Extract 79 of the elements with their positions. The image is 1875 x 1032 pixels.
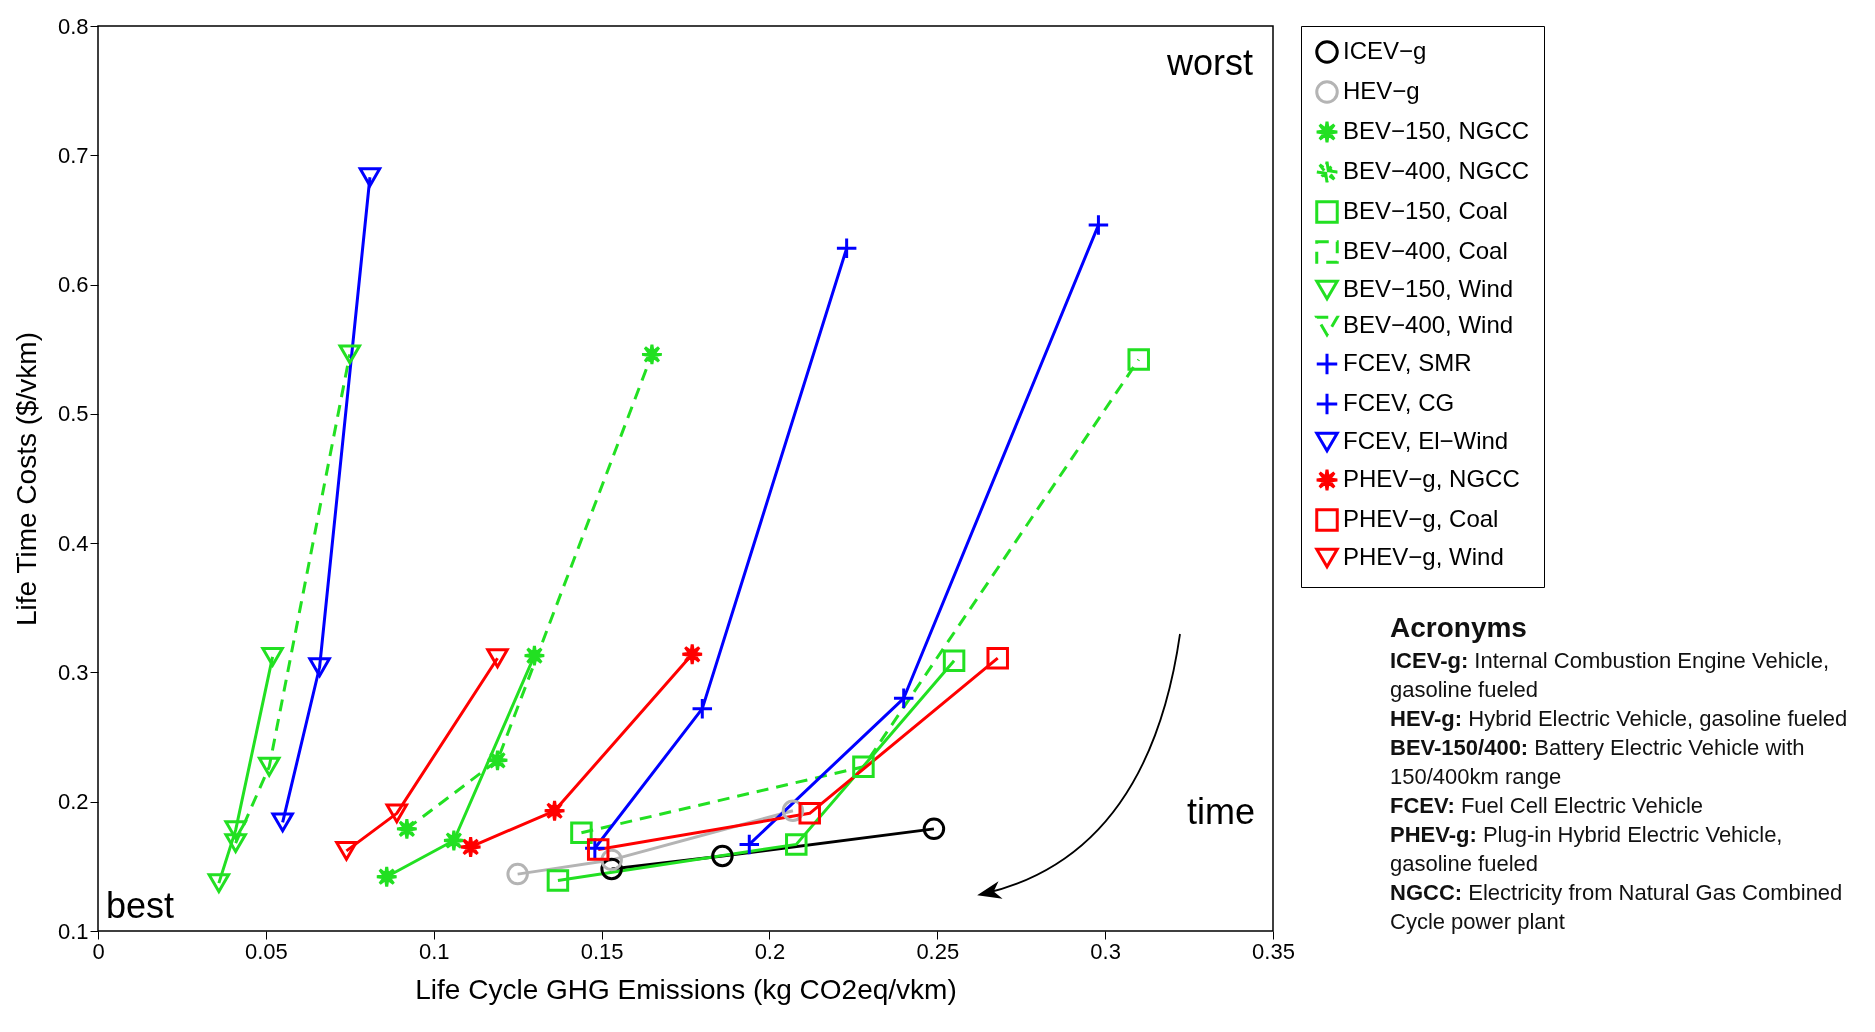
text: FCEV: Fuel Cell Electric Vehicle [1390,792,1704,820]
x-tick-label: 0.15 [580,938,624,964]
point [798,802,821,825]
legend-label: BEV−150, NGCC [1343,117,1530,144]
point [691,697,714,720]
legend-label: HEV−g [1343,77,1420,104]
legend-label: FCEV, SMR [1343,349,1472,376]
legend-label: BEV−150, Wind [1343,275,1514,302]
y-tick-label: 0.8 [57,13,89,39]
point [852,755,875,779]
text: BEV-150/400: Battery Electric Vehicle with 150/400km range [1390,734,1806,791]
point [738,833,761,856]
point [922,817,946,841]
point [375,865,398,888]
point [271,812,294,833]
y-axis-title: Life Time Costs ($/vkm) [10,331,42,627]
text: PHEV-g: Plug-in Hybrid Electric Vehicle, gasoline fueled [1390,821,1784,878]
y-tick-label: 0.1 [57,918,89,944]
point [308,657,331,678]
x-tick-label: 0.35 [1252,938,1295,964]
annotation: worst [1165,42,1253,83]
legend-label: PHEV−g, Coal [1343,505,1499,532]
y-tick-label: 0.4 [57,530,89,556]
point [224,833,247,854]
x-tick-label: 0.2 [754,938,786,964]
point [523,644,546,667]
point [261,646,284,667]
x-tick-label: 0.25 [916,938,960,964]
point [257,756,281,777]
point [1127,348,1150,371]
text: NGCC: Electricity from Natural Gas Combined Cycle power plant [1390,879,1844,936]
point [680,643,704,666]
point [942,649,966,673]
legend-label: ICEV−g [1343,37,1427,64]
legend-label: PHEV−g, Wind [1343,543,1504,570]
point [546,869,570,892]
legend-label: BEV−400, NGCC [1343,157,1530,184]
point [543,799,566,823]
y-tick-label: 0.5 [57,401,89,427]
y-tick-label: 0.3 [57,659,89,685]
point [486,648,509,669]
annotation: time [1186,791,1255,832]
point [570,821,593,844]
point [442,829,466,852]
legend-label: FCEV, CG [1343,389,1455,416]
x-tick-label: 0.3 [1090,938,1121,964]
annotation: best [106,885,175,926]
y-tick-label: 0.7 [57,142,89,168]
point [358,167,382,188]
legend-label: BEV−400, Wind [1343,311,1514,338]
point [835,237,858,260]
text: Acronyms [1390,611,1528,645]
point [711,844,734,868]
point [335,840,358,861]
text: ICEV-g: Internal Combustion Engine Vehicle, gasoline fueled [1390,647,1830,704]
x-tick-label: 0.1 [418,938,450,964]
point [395,817,419,841]
point [785,833,808,856]
x-tick-label: 0 [92,938,105,964]
legend-label: BEV−400, Coal [1343,237,1508,264]
point [892,687,915,710]
y-tick-label: 0.6 [57,272,89,298]
point [207,873,231,894]
point [486,749,509,772]
point [506,862,529,886]
text: HEV-g: Hybrid Electric Vehicle, gasoline fueled [1390,705,1849,733]
y-tick-label: 0.2 [57,789,89,815]
legend-label: PHEV−g, NGCC [1343,465,1520,492]
legend-label: FCEV, El−Wind [1343,427,1509,454]
x-tick-label: 0.05 [244,938,288,964]
point [986,646,1009,670]
x-axis-title: Life Cycle GHG Emissions (kg CO2eq/vkm) [415,973,957,1005]
point [338,344,362,365]
legend-label: BEV−150, Coal [1343,197,1508,224]
point [224,820,247,841]
point [640,343,664,366]
point [385,803,409,824]
point [1087,213,1110,237]
point [459,835,482,859]
